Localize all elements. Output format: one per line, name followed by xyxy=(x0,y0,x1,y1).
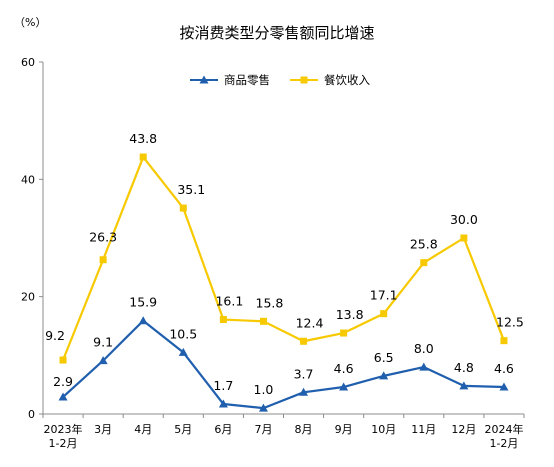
data-point xyxy=(258,403,268,412)
data-point xyxy=(379,371,389,380)
data-point xyxy=(500,337,508,345)
data-point xyxy=(299,387,309,396)
y-tick-label: 20 xyxy=(21,291,35,304)
data-label: 4.6 xyxy=(494,361,514,376)
data-point xyxy=(139,153,147,161)
data-point xyxy=(58,392,68,401)
data-point xyxy=(460,234,468,242)
data-point xyxy=(499,382,509,391)
data-label: 10.5 xyxy=(169,326,197,341)
data-label: 17.1 xyxy=(370,288,398,303)
x-tick-label: 5月 xyxy=(174,423,192,436)
data-point xyxy=(259,317,267,325)
data-label: 9.2 xyxy=(45,328,65,343)
y-tick-label: 60 xyxy=(21,56,35,69)
data-point xyxy=(59,356,67,364)
axes: 0 20 40 60 2023年 1-2月 3月 4月 5月 6月 7月 8月 9月 10月 11月 12月 2… xyxy=(21,56,525,450)
data-label: 12.4 xyxy=(296,315,324,330)
data-point xyxy=(459,381,469,390)
y-axis-unit: （%） xyxy=(14,16,46,29)
y-tick-label: 40 xyxy=(21,173,35,186)
data-point xyxy=(340,329,348,337)
data-point xyxy=(420,259,428,267)
data-point xyxy=(179,204,187,212)
data-label: 43.8 xyxy=(129,131,157,146)
data-labels: 2.9 9.1 15.9 10.5 1.7 1.0 3.7 4.6 6.5 8.0 4.8 4.6 9.… xyxy=(45,131,524,397)
legend: 商品零售 餐饮收入 xyxy=(190,73,370,87)
x-tick-label: 10月 xyxy=(371,423,396,436)
legend-label: 餐饮收入 xyxy=(324,73,370,87)
data-label: 13.8 xyxy=(336,307,364,322)
x-tick-label: 11月 xyxy=(411,423,436,436)
x-tick-label: 2023年 1-2月 xyxy=(44,422,83,450)
data-label: 26.3 xyxy=(89,230,117,245)
data-point xyxy=(339,382,349,391)
data-label: 1.0 xyxy=(254,382,274,397)
x-tick-label: 9月 xyxy=(335,423,353,436)
data-point xyxy=(98,356,108,365)
data-point xyxy=(138,316,148,325)
x-tick-label: 7月 xyxy=(254,423,272,436)
y-tick-label: 0 xyxy=(28,408,35,421)
data-label: 2.9 xyxy=(53,374,73,389)
data-label: 9.1 xyxy=(93,335,113,350)
series-lines xyxy=(58,153,509,412)
data-label: 12.5 xyxy=(496,315,524,330)
data-label: 35.1 xyxy=(177,182,205,197)
series-line xyxy=(62,319,504,410)
data-label: 15.9 xyxy=(129,295,157,310)
x-tick-label: 6月 xyxy=(214,423,232,436)
x-tick-label: 8月 xyxy=(295,423,313,436)
x-tick-label: 3月 xyxy=(94,423,112,436)
data-point xyxy=(300,337,308,345)
legend-marker xyxy=(300,76,308,84)
data-label: 6.5 xyxy=(374,350,394,365)
x-tick-label: 2024年 1-2月 xyxy=(484,422,523,450)
data-point xyxy=(219,316,227,324)
data-point xyxy=(99,256,107,264)
data-label: 30.0 xyxy=(450,212,478,227)
data-label: 4.6 xyxy=(334,361,354,376)
data-label: 3.7 xyxy=(294,366,314,381)
chart-title: 按消费类型分零售额同比增速 xyxy=(179,24,374,42)
data-label: 16.1 xyxy=(215,294,243,309)
data-label: 8.0 xyxy=(414,341,434,356)
data-label: 25.8 xyxy=(410,237,438,252)
data-label: 15.8 xyxy=(256,295,284,310)
data-point xyxy=(218,399,228,408)
series-line xyxy=(62,155,505,361)
data-point xyxy=(419,362,429,371)
x-tick-label: 12月 xyxy=(451,423,476,436)
x-tick-label: 4月 xyxy=(134,423,152,436)
legend-marker xyxy=(199,75,209,84)
data-label: 4.8 xyxy=(454,360,474,375)
data-label: 1.7 xyxy=(213,378,233,393)
data-point xyxy=(178,347,188,356)
data-point xyxy=(380,310,388,318)
legend-label: 商品零售 xyxy=(224,73,270,87)
